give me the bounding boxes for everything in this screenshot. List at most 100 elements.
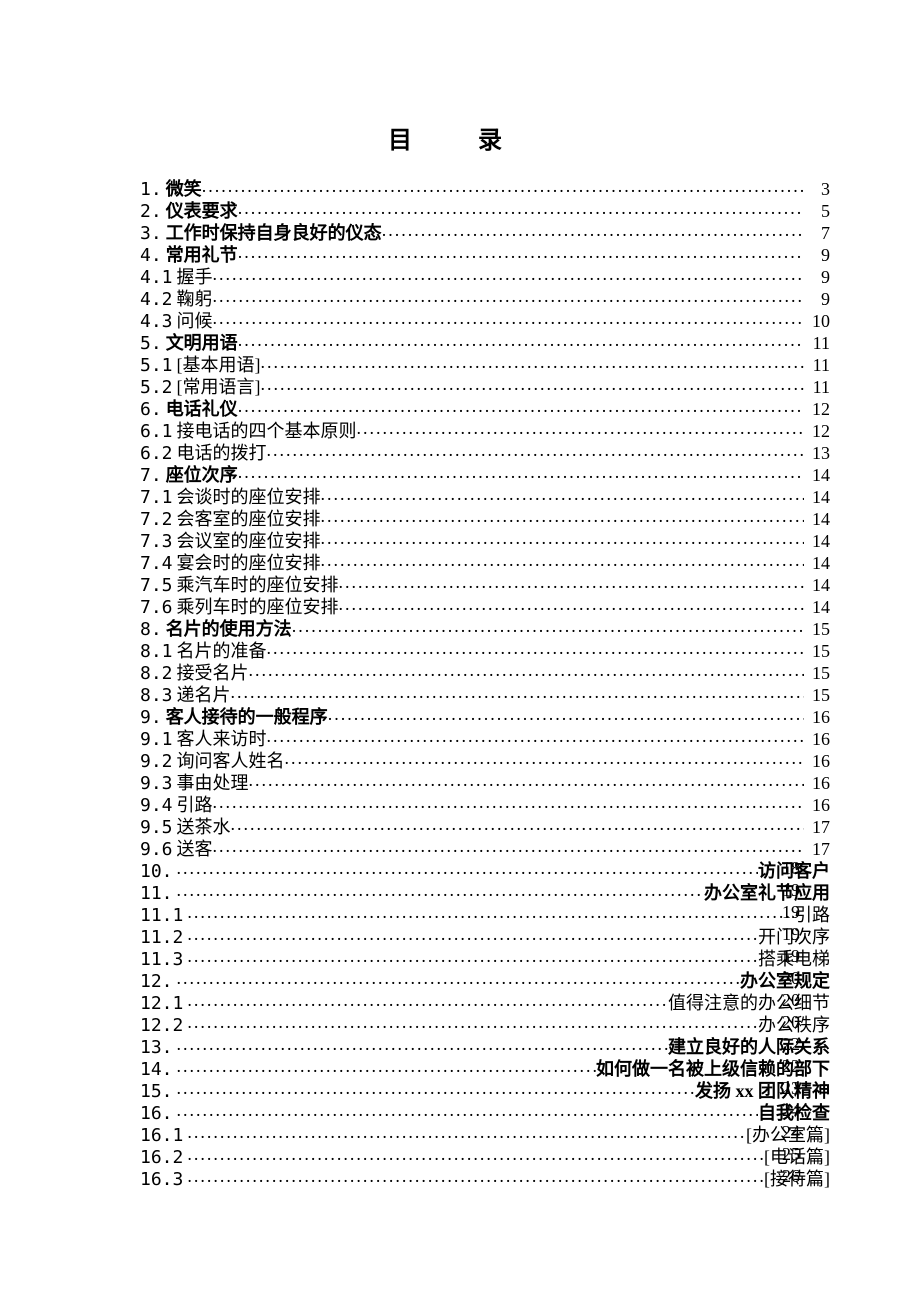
entry-number: 8.2 [140, 665, 177, 683]
toc-entry: 8.2接受名片15 [140, 661, 830, 683]
entry-page-number: 13 [804, 444, 830, 462]
entry-page-number: 22 [774, 1035, 800, 1053]
toc-entry: 7.5乘汽车时的座位安排14 [140, 573, 830, 595]
entry-number: 5.2 [140, 379, 177, 397]
entry-page-number: 11 [804, 334, 830, 352]
table-of-contents: 1.微笑32.仪表要求53.工作时保持自身良好的仪态74.常用礼节94.1握手9… [60, 177, 860, 1189]
entry-number: 12.2 [140, 1017, 187, 1035]
entry-label: 座位次序 [166, 466, 238, 484]
entry-number: 6.1 [140, 423, 177, 441]
entry-number: 13. [140, 1039, 177, 1057]
entry-page-number: 18 [774, 859, 800, 877]
entry-number: 15. [140, 1083, 177, 1101]
entry-page-number: 12 [804, 400, 830, 418]
dot-leader [249, 661, 804, 679]
entry-label: [基本用语] [177, 356, 261, 374]
entry-label: 乘列车时的座位安排 [177, 598, 339, 616]
entry-page-number: 19 [774, 947, 800, 965]
entry-label: 递名片 [177, 686, 231, 704]
entry-label: 接电话的四个基本原则 [177, 422, 357, 440]
entry-number: 12. [140, 973, 177, 991]
entry-number: 6. [140, 401, 166, 419]
dot-leader [187, 1145, 764, 1163]
dot-leader [231, 683, 804, 701]
entry-label: 会谈时的座位安排 [177, 488, 321, 506]
entry-label: 送客 [177, 840, 213, 858]
dot-leader [187, 947, 758, 965]
toc-entry: 11.3搭乘电梯19 [140, 947, 830, 969]
dot-leader [177, 1057, 596, 1075]
dot-leader [267, 727, 804, 745]
entry-number: 6.2 [140, 445, 177, 463]
entry-number: 7.5 [140, 577, 177, 595]
entry-label: 握手 [177, 268, 213, 286]
entry-number: 9.1 [140, 731, 177, 749]
entry-number: 12.1 [140, 995, 187, 1013]
dot-leader [187, 903, 794, 921]
entry-page-number: 15 [804, 620, 830, 638]
entry-number: 8.1 [140, 643, 177, 661]
dot-leader [177, 1079, 695, 1097]
dot-leader [261, 375, 804, 393]
toc-entry: 8.1名片的准备15 [140, 639, 830, 661]
entry-number: 2. [140, 203, 166, 221]
entry-label: 仪表要求 [166, 202, 238, 220]
entry-label: 微笑 [166, 180, 202, 198]
entry-number: 7.6 [140, 599, 177, 617]
entry-label: 接受名片 [177, 664, 249, 682]
dot-leader [339, 573, 804, 591]
dot-leader [213, 837, 804, 855]
dot-leader [321, 529, 804, 547]
dot-leader [285, 749, 804, 767]
toc-title: 目 录 [60, 120, 860, 155]
entry-label: 问候 [177, 312, 213, 330]
toc-entry: 9.5送茶水17 [140, 815, 830, 837]
dot-leader [267, 441, 804, 459]
toc-entry: 12.1值得注意的办公细节20 [140, 991, 830, 1013]
entry-page-number: 24 [774, 1101, 800, 1119]
entry-number: 7.3 [140, 533, 177, 551]
entry-number: 11.2 [140, 929, 187, 947]
entry-label: 乘汽车时的座位安排 [177, 576, 339, 594]
dot-leader [231, 815, 804, 833]
entry-page-number: 20 [774, 1013, 800, 1031]
dot-leader [339, 595, 804, 613]
entry-label: 值得注意的办公细节 [668, 994, 830, 1012]
entry-page-number: 9 [804, 246, 830, 264]
dot-leader [267, 639, 804, 657]
entry-page-number: 16 [804, 796, 830, 814]
dot-leader [321, 551, 804, 569]
dot-leader [357, 419, 804, 437]
entry-number: 5. [140, 335, 166, 353]
entry-page-number: 19 [774, 881, 800, 899]
entry-number: 11.1 [140, 907, 187, 925]
entry-page-number: 12 [804, 422, 830, 440]
toc-entry: 5.1[基本用语]11 [140, 353, 830, 375]
entry-label: 鞠躬 [177, 290, 213, 308]
dot-leader [187, 1167, 764, 1185]
toc-entry: 16.3[接待篇]26 [140, 1167, 830, 1189]
toc-entry: 4.常用礼节9 [140, 243, 830, 265]
toc-entry: 15.发扬 xx 团队精神23 [140, 1079, 830, 1101]
toc-entry: 9.3事由处理16 [140, 771, 830, 793]
toc-entry: 6.电话礼仪12 [140, 397, 830, 419]
toc-entry: 8.名片的使用方法15 [140, 617, 830, 639]
entry-label: 发扬 xx 团队精神 [695, 1082, 830, 1100]
dot-leader [249, 771, 804, 789]
entry-label: 询问客人姓名 [177, 752, 285, 770]
entry-page-number: 14 [804, 466, 830, 484]
entry-number: 11.3 [140, 951, 187, 969]
dot-leader [187, 925, 758, 943]
toc-entry: 1.微笑3 [140, 177, 830, 199]
entry-page-number: 20 [774, 969, 800, 987]
entry-page-number: 14 [804, 510, 830, 528]
entry-page-number: 14 [804, 488, 830, 506]
entry-page-number: 9 [804, 268, 830, 286]
entry-number: 7.4 [140, 555, 177, 573]
entry-number: 9.5 [140, 819, 177, 837]
dot-leader [238, 243, 804, 261]
entry-number: 8. [140, 621, 166, 639]
dot-leader [321, 507, 804, 525]
toc-entry: 2.仪表要求5 [140, 199, 830, 221]
dot-leader [187, 1123, 746, 1141]
